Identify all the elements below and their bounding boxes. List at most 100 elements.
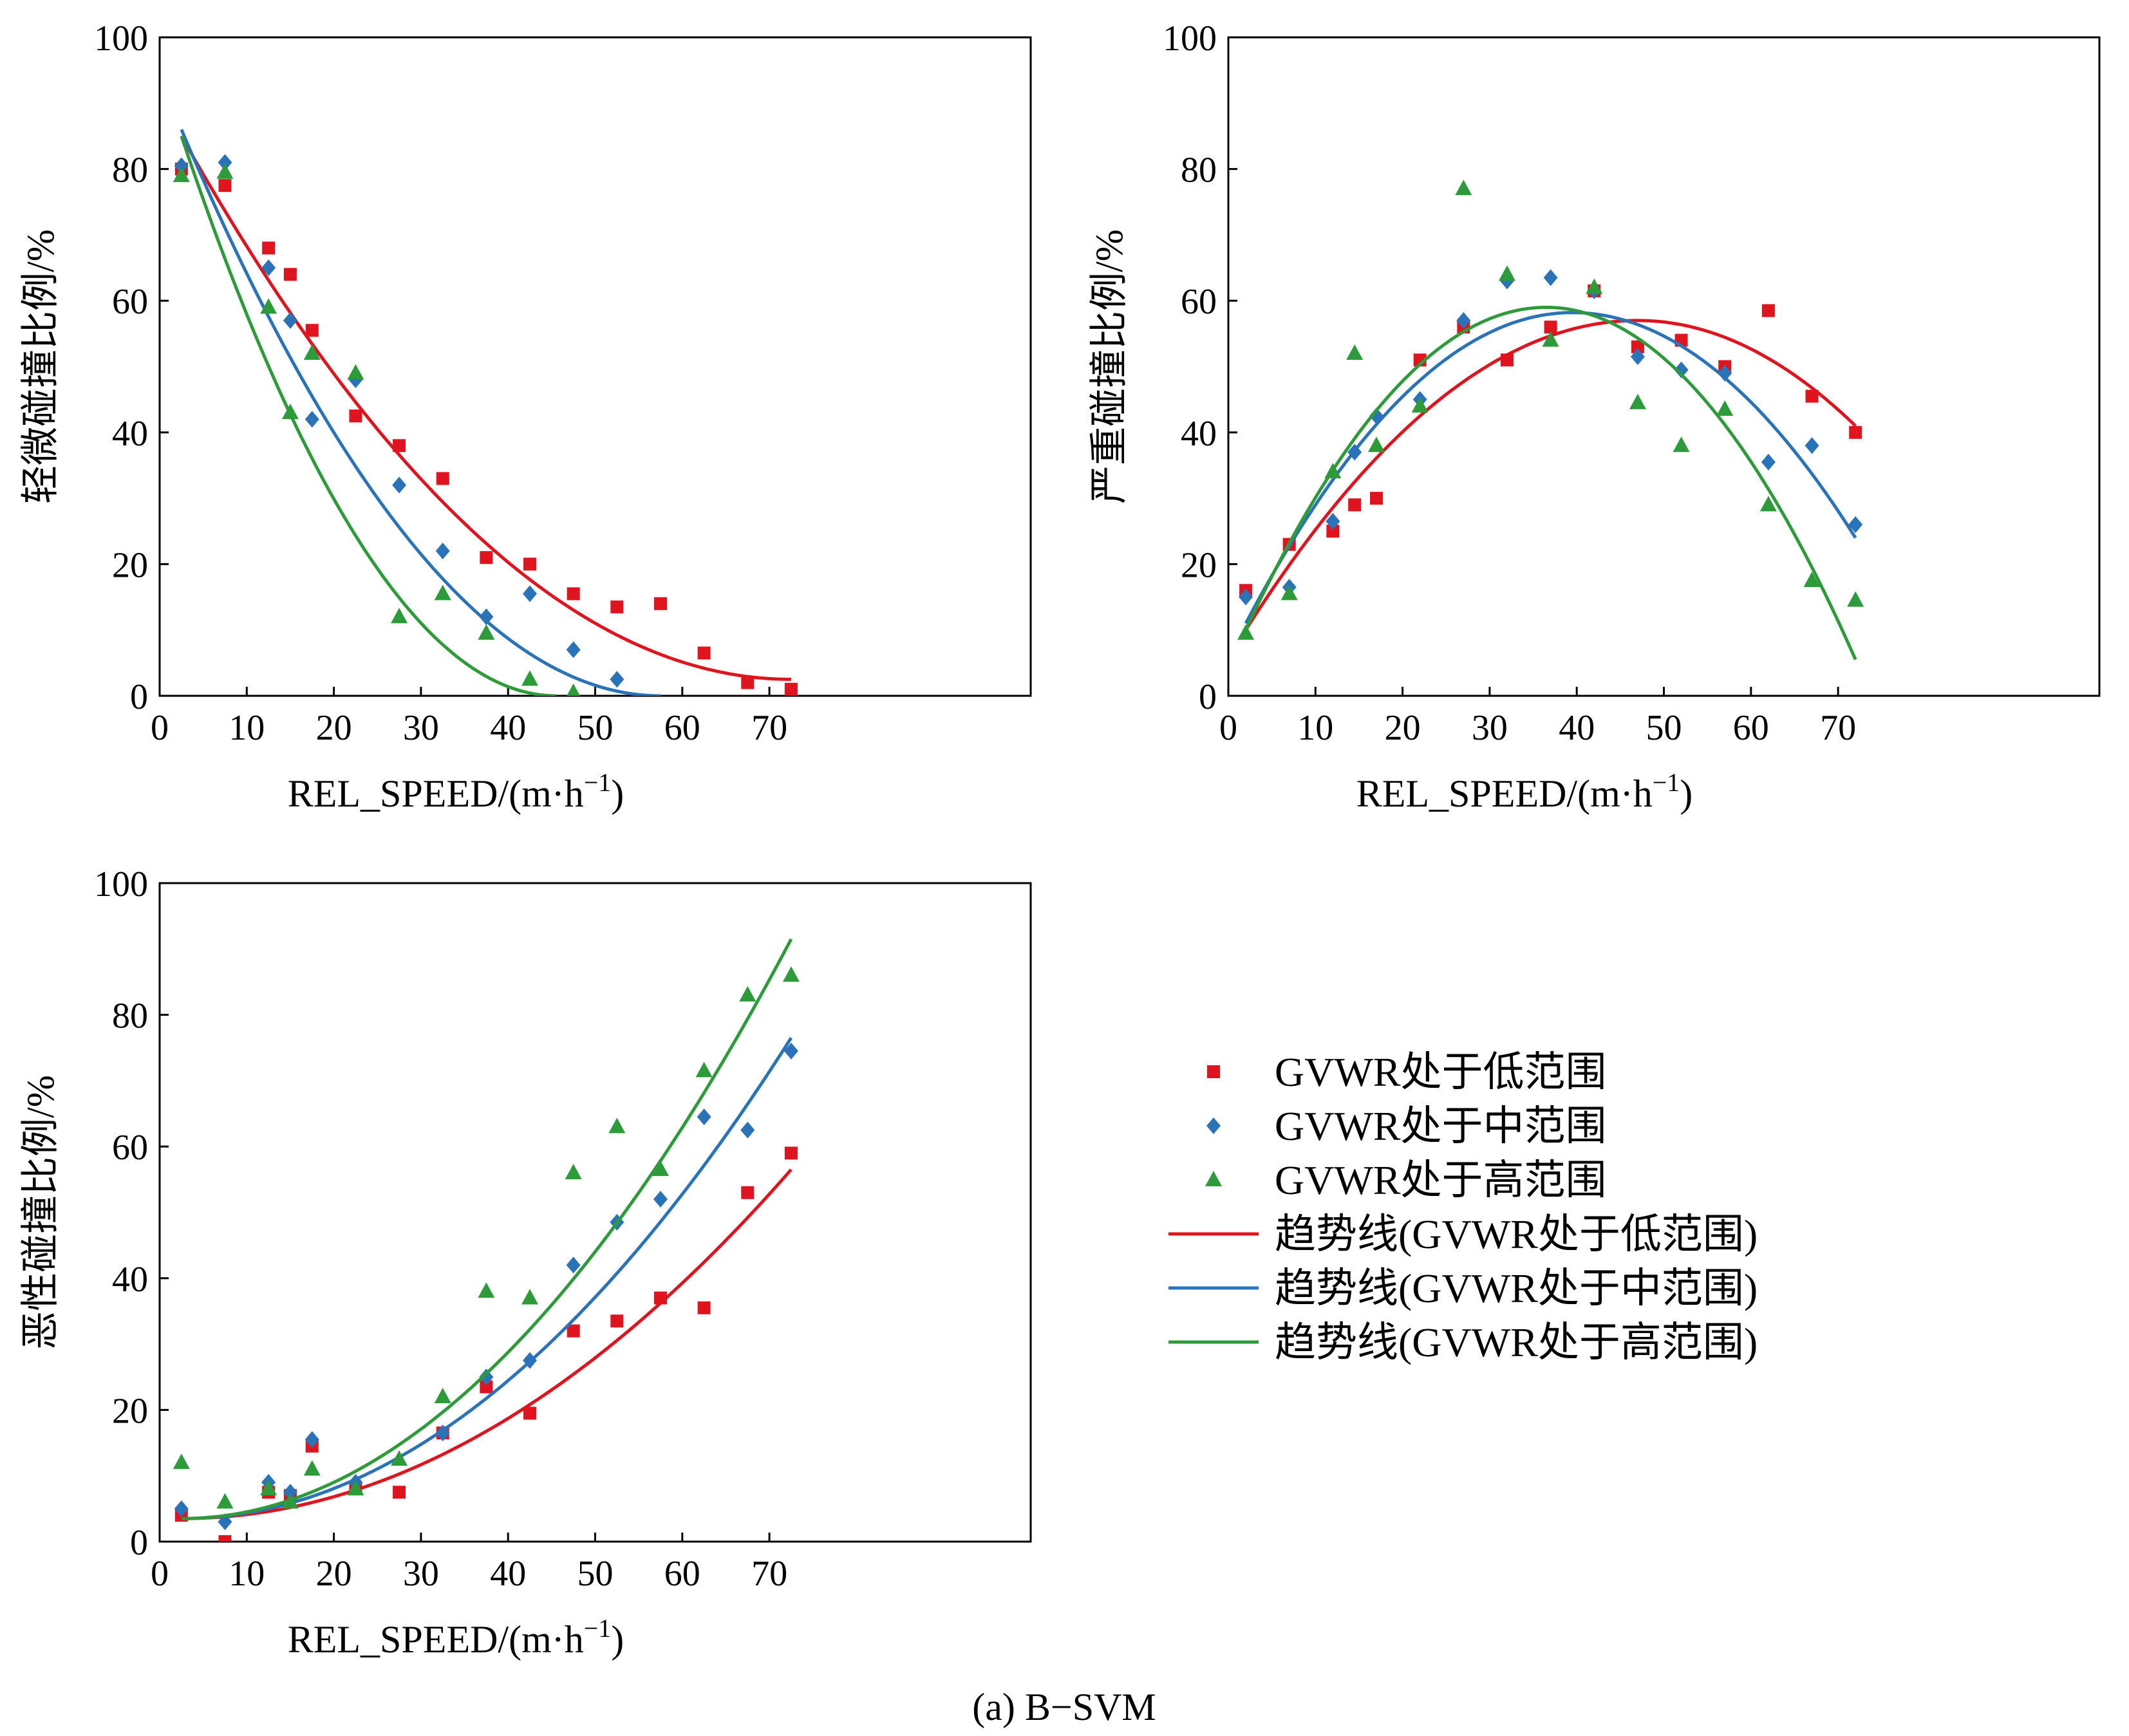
data-point-low: [1370, 492, 1383, 505]
data-point-high: [260, 1480, 277, 1496]
x-tick-label: 10: [229, 1554, 265, 1594]
data-point-mid: [392, 476, 407, 494]
data-point-high: [1324, 463, 1342, 479]
data-point-mid: [1848, 516, 1863, 534]
series-high: [1237, 180, 1864, 660]
plot-frame: [1227, 36, 2101, 697]
panel-fatal-collision: 0 10 20 30 40 50 60 70 0 20 40 60 80 100 REL_SPEED/(m·…: [19, 864, 1032, 1661]
y-tick-label: 40: [112, 414, 148, 454]
y-tick-label: 40: [112, 1260, 148, 1300]
y-tick-label: 20: [112, 545, 148, 585]
data-point-high: [347, 364, 364, 380]
data-point-high: [303, 1460, 321, 1476]
y-tick-label: 0: [1199, 677, 1217, 717]
x-tick-label: 40: [1559, 708, 1595, 748]
data-point-mid: [523, 1352, 538, 1369]
data-point-high: [1498, 265, 1515, 281]
trend-line-mid: [180, 129, 661, 696]
data-point-high: [173, 1453, 190, 1470]
trend-line-mid: [181, 1037, 793, 1520]
legend-marker-mid: [1206, 1117, 1221, 1134]
data-point-low: [262, 241, 276, 255]
legend-label: 趋势线(GVWR处于低范围): [1275, 1211, 1758, 1257]
x-axis-label-close: ): [611, 1618, 624, 1661]
data-point-high: [1368, 436, 1385, 453]
data-point-mid: [566, 1256, 581, 1274]
data-point-high: [216, 163, 234, 179]
data-point-high: [1629, 393, 1646, 409]
data-point-low: [741, 1186, 755, 1199]
x-tick-label: 60: [664, 1554, 700, 1594]
data-point-low: [567, 1324, 580, 1338]
plot-frame: [158, 36, 1032, 697]
y-tick-label: 40: [1181, 414, 1217, 454]
data-point-low: [697, 646, 711, 660]
data-point-high: [173, 166, 190, 182]
x-axis-label-sup: −1: [1653, 768, 1680, 797]
data-point-mid: [479, 1368, 494, 1386]
data-point-mid: [283, 312, 297, 329]
data-point-mid: [1239, 588, 1253, 606]
y-tick-label: 100: [94, 864, 148, 904]
y-tick-label: 60: [112, 282, 148, 322]
x-tick-label: 40: [490, 1554, 526, 1594]
data-point-mid: [283, 1484, 297, 1501]
data-point-low: [784, 682, 798, 696]
legend-label: GVWR处于低范围: [1275, 1049, 1607, 1095]
data-point-low: [567, 587, 580, 601]
data-point-mid: [1761, 453, 1776, 471]
data-point-low: [697, 1301, 711, 1314]
data-point-low: [1805, 389, 1819, 403]
data-point-mid: [435, 1424, 450, 1442]
data-point-high: [567, 683, 581, 696]
y-tick-label: 0: [130, 677, 148, 717]
y-tick-label: 80: [1181, 151, 1217, 191]
data-point-low: [523, 557, 537, 571]
x-tick-label: 20: [316, 708, 352, 748]
data-point-mid: [1718, 364, 1732, 382]
data-point-mid: [1456, 312, 1471, 329]
series-high: [173, 938, 800, 1520]
data-point-low: [218, 1535, 232, 1542]
trend-line-low: [180, 135, 791, 681]
data-point-low: [1348, 498, 1362, 512]
x-axis-label: REL_SPEED/(m·h−1): [288, 1614, 624, 1661]
data-point-low: [1544, 321, 1557, 334]
data-point-high: [1542, 331, 1559, 347]
data-point-mid: [610, 671, 624, 688]
data-point-low: [283, 268, 297, 281]
y-tick-label: 0: [130, 1523, 148, 1563]
data-point-mid: [1805, 437, 1819, 454]
data-point-mid: [435, 542, 450, 559]
data-point-high: [216, 1493, 234, 1509]
x-tick-label: 70: [751, 708, 787, 748]
data-point-high: [260, 298, 277, 314]
legend: GVWR处于低范围 GVWR处于中范围 GVWR处于高范围趋势线(GVWR处于低范围…: [1168, 1049, 1758, 1365]
trend-line-high: [181, 938, 793, 1520]
data-point-low: [784, 1146, 798, 1160]
x-tick-label: 30: [1472, 708, 1508, 748]
data-point-mid: [566, 641, 581, 658]
trend-line-high: [1244, 306, 1857, 660]
plot-area: [1237, 180, 1864, 660]
x-axis-label: REL_SPEED/(m·h−1): [1356, 768, 1693, 815]
data-point-high: [652, 1161, 669, 1177]
y-tick-label: 100: [1163, 19, 1217, 59]
y-tick-label: 80: [112, 996, 148, 1036]
y-tick-label: 60: [112, 1128, 148, 1168]
data-point-low: [610, 1314, 624, 1328]
series-mid: [1239, 269, 1863, 624]
figure-caption: (a) B−SVM: [972, 1686, 1156, 1728]
data-point-low: [393, 1486, 406, 1499]
x-tick-label: 70: [751, 1554, 787, 1594]
x-axis-label: REL_SPEED/(m·h−1): [288, 768, 624, 815]
y-tick-label: 80: [112, 151, 148, 191]
x-tick-label: 30: [403, 708, 439, 748]
data-point-mid: [479, 608, 494, 626]
x-tick-label: 0: [151, 1554, 169, 1594]
data-point-low: [1849, 425, 1862, 439]
x-axis-label-sup: −1: [584, 1614, 612, 1643]
x-axis-label-close: ): [611, 772, 624, 815]
data-point-mid: [305, 411, 319, 428]
data-point-mid: [740, 1121, 755, 1139]
